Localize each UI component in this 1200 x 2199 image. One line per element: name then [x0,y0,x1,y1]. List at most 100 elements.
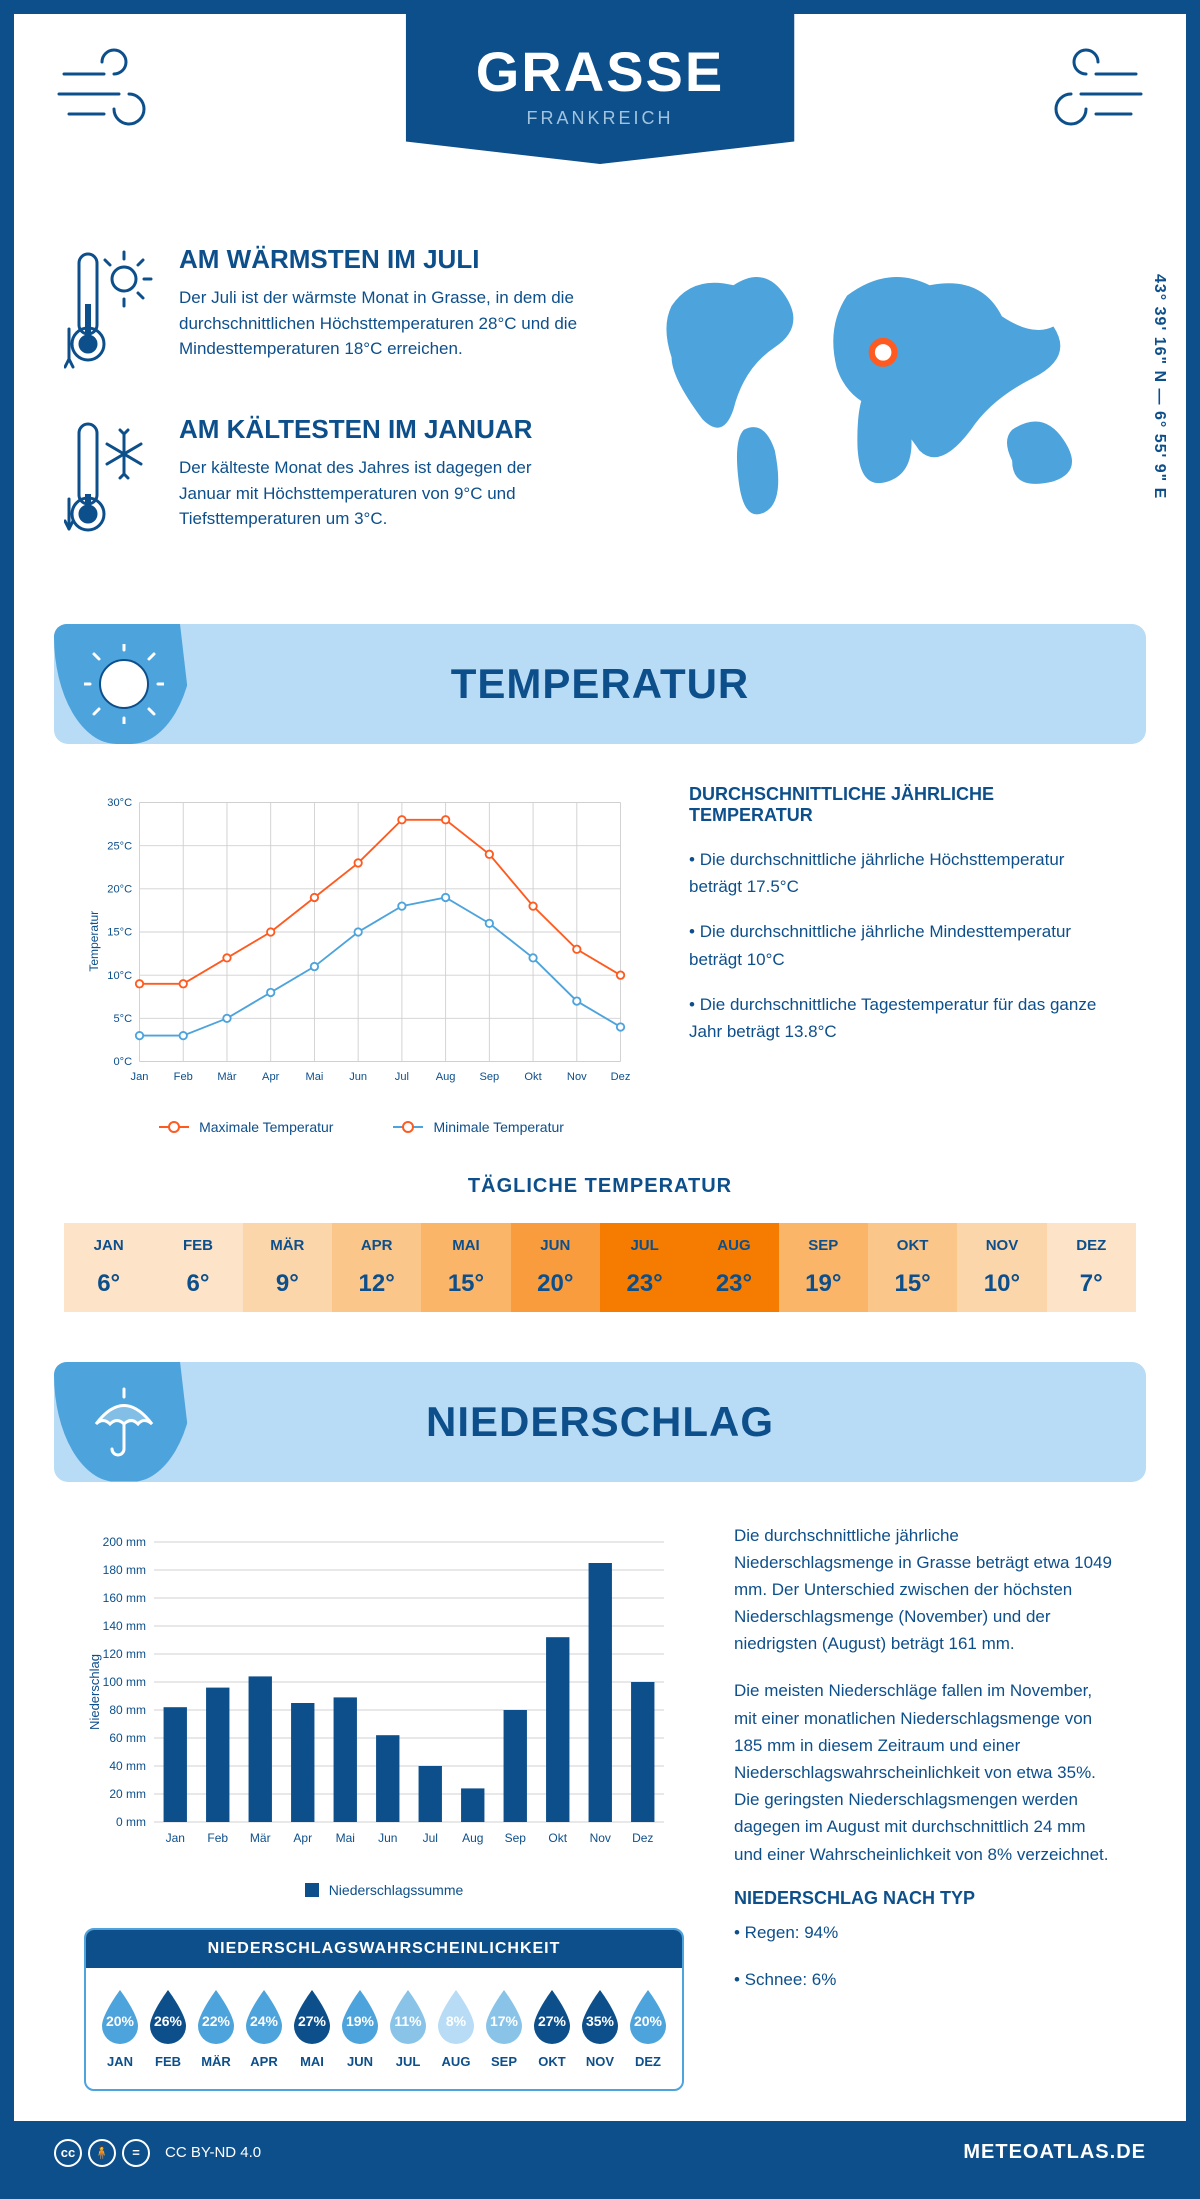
legend-precip: Niederschlagssumme [329,1882,464,1898]
probability-box: NIEDERSCHLAGSWAHRSCHEINLICHKEIT 20%26%22… [84,1928,684,2091]
intro-left: AM WÄRMSTEN IM JULI Der Juli ist der wär… [64,244,580,584]
intro-section: AM WÄRMSTEN IM JULI Der Juli ist der wär… [14,244,1186,624]
temp-cell: AUG23° [689,1223,778,1312]
svg-text:Jul: Jul [423,1831,438,1845]
license-text: CC BY-ND 4.0 [165,2144,261,2161]
temp-cell: FEB6° [153,1223,242,1312]
coldest-title: AM KÄLTESTEN IM JANUAR [179,414,580,445]
precip-para-2: Die meisten Niederschläge fallen im Nove… [734,1677,1116,1867]
daily-temp-title: TÄGLICHE TEMPERATUR [64,1175,1136,1198]
daily-temp-grid: JAN6°FEB6°MÄR9°APR12°MAI15°JUN20°JUL23°A… [64,1223,1136,1312]
city-title: GRASSE [476,39,725,104]
title-banner: GRASSE FRANKREICH [406,14,795,164]
daily-temperature: TÄGLICHE TEMPERATUR JAN6°FEB6°MÄR9°APR12… [14,1175,1186,1362]
svg-text:Aug: Aug [436,1071,456,1083]
probability-drop: 22% [192,1986,240,2046]
probability-month-label: MAI [288,2054,336,2069]
svg-text:Mai: Mai [336,1831,355,1845]
precip-type-title: NIEDERSCHLAG NACH TYP [734,1888,1116,1909]
thermometer-hot-icon [64,244,154,379]
sun-icon [54,624,194,744]
precipitation-section-bar: NIEDERSCHLAG [54,1362,1146,1482]
temp-cell: APR12° [332,1223,421,1312]
svg-text:Niederschlag: Niederschlag [87,1654,102,1730]
svg-text:0 mm: 0 mm [116,1815,146,1829]
svg-text:100 mm: 100 mm [103,1675,146,1689]
svg-text:60 mm: 60 mm [109,1731,146,1745]
probability-drops: 20%26%22%24%27%19%11%8%17%27%35%20% [86,1968,682,2046]
svg-text:20°C: 20°C [107,884,132,896]
precipitation-info: Die durchschnittliche jährliche Niedersc… [734,1522,1116,2091]
svg-text:Mai: Mai [305,1071,323,1083]
temperature-content: 0°C5°C10°C15°C20°C25°C30°CJanFebMärAprMa… [14,784,1186,1175]
warmest-block: AM WÄRMSTEN IM JULI Der Juli ist der wär… [64,244,580,379]
svg-text:Dez: Dez [611,1071,631,1083]
page: GRASSE FRANKREICH 43° 39' 16" N — 6° 55'… [0,0,1200,2199]
svg-text:Jan: Jan [131,1071,149,1083]
precipitation-chart: 0 mm20 mm40 mm60 mm80 mm100 mm120 mm140 … [84,1522,684,2091]
temperature-section-bar: TEMPERATUR [54,624,1146,744]
legend-min: Minimale Temperatur [433,1119,563,1135]
thermometer-cold-icon [64,414,154,549]
svg-text:Nov: Nov [567,1071,587,1083]
svg-text:80 mm: 80 mm [109,1703,146,1717]
coldest-desc: Der kälteste Monat des Jahres ist dagege… [179,455,580,532]
wind-icon-left [54,44,184,139]
svg-text:5°C: 5°C [113,1013,132,1025]
temp-bullet-1: • Die durchschnittliche jährliche Höchst… [689,846,1116,900]
footer-site: METEOATLAS.DE [963,2141,1146,2164]
probability-drop: 20% [624,1986,672,2046]
svg-text:Jun: Jun [349,1071,367,1083]
temperature-title: TEMPERATUR [54,660,1146,708]
coldest-text: AM KÄLTESTEN IM JANUAR Der kälteste Mona… [179,414,580,549]
svg-text:Jan: Jan [166,1831,185,1845]
header: GRASSE FRANKREICH [14,14,1186,244]
precipitation-title: NIEDERSCHLAG [54,1398,1146,1446]
svg-text:Sep: Sep [479,1071,499,1083]
svg-text:Temperatur: Temperatur [87,911,101,972]
intro-right [620,244,1136,584]
temp-cell: DEZ7° [1047,1223,1136,1312]
warmest-title: AM WÄRMSTEN IM JULI [179,244,580,275]
svg-text:Jun: Jun [378,1831,397,1845]
svg-text:Okt: Okt [548,1831,567,1845]
probability-month-label: APR [240,2054,288,2069]
svg-text:Feb: Feb [207,1831,228,1845]
precip-type-1: • Regen: 94% [734,1919,1116,1946]
temp-legend: .legend-swatch:nth-child(1)::after{borde… [84,1119,639,1135]
temp-cell: JUL23° [600,1223,689,1312]
svg-text:40 mm: 40 mm [109,1759,146,1773]
probability-drop: 27% [528,1986,576,2046]
probability-drop: 8% [432,1986,480,2046]
probability-month-label: OKT [528,2054,576,2069]
probability-month-label: JUL [384,2054,432,2069]
cc-icon: cc [54,2139,82,2167]
svg-text:Apr: Apr [262,1071,280,1083]
probability-drop: 27% [288,1986,336,2046]
probability-drop: 35% [576,1986,624,2046]
svg-text:120 mm: 120 mm [103,1647,146,1661]
svg-text:Jul: Jul [395,1071,409,1083]
probability-month-label: JAN [96,2054,144,2069]
svg-text:Apr: Apr [293,1831,312,1845]
probability-month-label: NOV [576,2054,624,2069]
precip-legend: Niederschlagssumme [84,1882,684,1898]
probability-title: NIEDERSCHLAGSWAHRSCHEINLICHKEIT [86,1930,682,1968]
svg-text:10°C: 10°C [107,970,132,982]
svg-text:30°C: 30°C [107,797,132,809]
svg-text:Nov: Nov [590,1831,611,1845]
cc-icons: cc 🧍 = [54,2139,150,2167]
temp-cell: NOV10° [957,1223,1046,1312]
probability-drop: 11% [384,1986,432,2046]
svg-text:Aug: Aug [462,1831,483,1845]
svg-text:25°C: 25°C [107,840,132,852]
probability-drop: 20% [96,1986,144,2046]
by-icon: 🧍 [88,2139,116,2167]
svg-text:Mär: Mär [217,1071,236,1083]
temperature-chart: 0°C5°C10°C15°C20°C25°C30°CJanFebMärAprMa… [84,784,639,1135]
footer: cc 🧍 = CC BY-ND 4.0 METEOATLAS.DE [14,2121,1186,2185]
nd-icon: = [122,2139,150,2167]
wind-icon-right [1016,44,1146,139]
probability-months: JANFEBMÄRAPRMAIJUNJULAUGSEPOKTNOVDEZ [86,2046,682,2069]
warmest-text: AM WÄRMSTEN IM JULI Der Juli ist der wär… [179,244,580,379]
